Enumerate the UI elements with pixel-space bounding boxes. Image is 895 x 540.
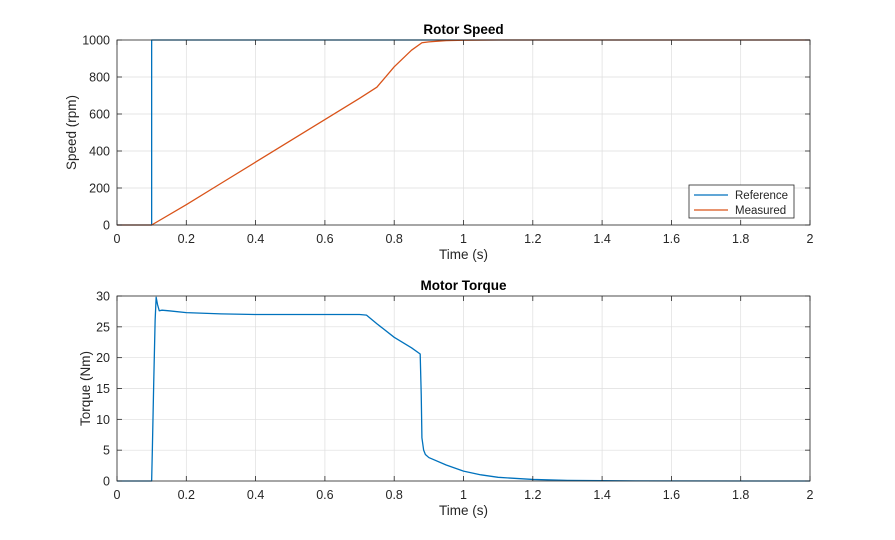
motor-torque-series-torque-line (117, 296, 811, 482)
motor-torque-xtick-label: 0.4 (247, 488, 264, 502)
rotor-speed-ytick-label: 0 (103, 219, 110, 233)
rotor-speed-xtick-label: 1.8 (732, 232, 749, 246)
motor-torque-xlabel: Time (s) (439, 503, 488, 518)
rotor-speed-xtick-label: 1 (460, 232, 467, 246)
rotor-speed-xtick-label: 2 (807, 232, 814, 246)
rotor-speed-xtick-label: 0.8 (386, 232, 403, 246)
motor-torque-title: Motor Torque (421, 278, 507, 293)
motor-torque-xtick-label: 1.2 (524, 488, 541, 502)
motor-torque-xtick-label: 1 (460, 488, 467, 502)
motor-torque-xtick-label: 1.6 (663, 488, 680, 502)
motor-torque-xtick-label: 2 (807, 488, 814, 502)
motor-torque-grid (116, 295, 811, 482)
rotor-speed-title: Rotor Speed (423, 22, 503, 37)
rotor-speed-legend: Reference Measured (688, 184, 795, 219)
motor-torque-series (117, 296, 811, 482)
motor-torque-ylabel: Torque (Nm) (78, 351, 93, 426)
motor-torque-ytick-label: 20 (96, 351, 110, 365)
motor-torque-ytick-label: 25 (96, 320, 110, 334)
motor-torque-ytick-label: 30 (96, 290, 110, 304)
motor-torque-xtick-label: 0.2 (178, 488, 195, 502)
motor-torque-ytick-label: 0 (103, 475, 110, 489)
motor-torque-axes: 0 0.2 0.4 0.6 0.8 1 1.2 1.4 1.6 1.8 2051015202530 … (78, 278, 814, 518)
rotor-speed-ticks: 0 0.2 0.4 0.6 0.8 1 1.2 1.4 1.6 1.8 2 0 200 400 600 800… (82, 34, 813, 247)
rotor-speed-xtick-label: 1.2 (524, 232, 541, 246)
legend-measured-label: Measured (735, 205, 786, 217)
motor-torque-xtick-label: 0.8 (386, 488, 403, 502)
rotor-speed-ytick-label: 600 (89, 108, 110, 122)
motor-torque-xtick-label: 0 (114, 488, 121, 502)
rotor-speed-xtick-label: 1.6 (663, 232, 680, 246)
legend-box (688, 184, 795, 219)
motor-torque-ytick-label: 15 (96, 382, 110, 396)
rotor-speed-xtick-label: 1.4 (593, 232, 610, 246)
rotor-speed-ytick-label: 400 (89, 145, 110, 159)
rotor-speed-ytick-label: 200 (89, 182, 110, 196)
rotor-speed-ytick-label: 800 (89, 71, 110, 85)
rotor-speed-ytick-label: 1000 (82, 34, 110, 48)
motor-torque-xtick-label: 1.8 (732, 488, 749, 502)
rotor-speed-xtick-label: 0 (114, 232, 121, 246)
rotor-speed-xlabel: Time (s) (439, 247, 488, 262)
rotor-speed-xtick-label: 0.4 (247, 232, 264, 246)
motor-torque-xtick-label: 0.6 (316, 488, 333, 502)
motor-torque-ytick-label: 5 (103, 444, 110, 458)
rotor-speed-xtick-label: 0.6 (316, 232, 333, 246)
legend-reference-label: Reference (735, 190, 788, 202)
motor-torque-ytick-label: 10 (96, 413, 110, 427)
rotor-speed-axes: 0 0.2 0.4 0.6 0.8 1 1.2 1.4 1.6 1.8 2 0 200 400 600 800… (64, 22, 814, 262)
rotor-speed-ylabel: Speed (rpm) (64, 95, 79, 170)
rotor-speed-xtick-label: 0.2 (178, 232, 195, 246)
motor-torque-xtick-label: 1.4 (593, 488, 610, 502)
